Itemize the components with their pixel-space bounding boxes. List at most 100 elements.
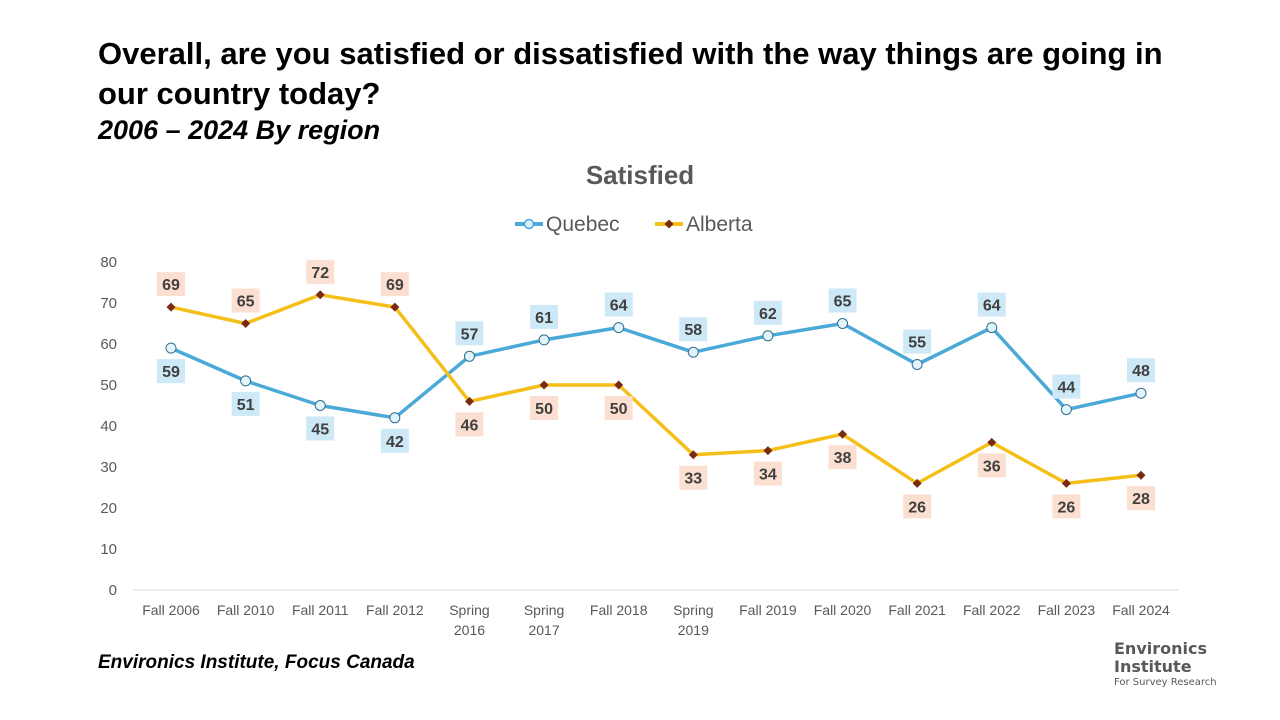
data-label-bg-quebec	[306, 416, 335, 441]
data-point-quebec	[986, 322, 998, 334]
data-label-bg-quebec	[455, 321, 484, 346]
data-point-alberta	[987, 437, 997, 447]
data-point-quebec	[837, 318, 849, 329]
data-label-quebec: 57	[461, 326, 479, 343]
data-point-quebec	[165, 342, 177, 354]
data-label-bg-alberta	[903, 494, 932, 519]
data-point-alberta	[688, 450, 698, 460]
data-point-quebec	[911, 359, 923, 370]
data-point-quebec	[687, 346, 699, 358]
y-tick-label: 60	[100, 336, 117, 353]
data-point-alberta	[763, 446, 773, 456]
x-tick-label: Fall 2012	[366, 602, 424, 618]
slide-subtitle: 2006 – 2024 By region	[98, 115, 381, 145]
data-point-alberta	[838, 429, 848, 439]
data-label-bg-quebec	[380, 428, 409, 453]
data-label-quebec: 65	[834, 294, 852, 311]
data-label-quebec: 58	[684, 322, 702, 339]
x-tick-label: 2016	[454, 622, 485, 638]
x-tick-label: 2019	[678, 622, 709, 638]
data-label-bg-quebec	[1127, 358, 1155, 383]
data-point-alberta	[1136, 470, 1146, 480]
data-point-alberta	[241, 319, 251, 328]
data-label-bg-alberta	[604, 396, 633, 420]
x-tick-label: Fall 2010	[217, 602, 275, 618]
data-label-bg-alberta	[828, 445, 857, 470]
data-label-bg-alberta	[977, 453, 1006, 478]
legend-marker-circle-icon	[523, 218, 535, 230]
data-point-quebec	[389, 412, 401, 424]
legend-marker-diamond-icon	[664, 219, 674, 229]
x-tick-label: 2017	[528, 622, 559, 638]
data-label-bg-alberta	[753, 461, 782, 486]
data-point-alberta	[315, 290, 325, 300]
y-tick-label: 40	[100, 418, 117, 435]
x-tick-label: Fall 2018	[590, 602, 648, 618]
y-tick-label: 80	[100, 254, 117, 271]
x-tick-label: Fall 2020	[814, 602, 872, 618]
chart-title: Satisfied	[586, 160, 694, 190]
data-label-alberta: 50	[610, 401, 628, 418]
x-tick-label: Spring	[449, 602, 489, 618]
data-label-quebec: 45	[311, 422, 329, 439]
data-label-alberta: 65	[237, 294, 255, 311]
data-label-alberta: 36	[983, 458, 1001, 475]
data-label-bg-quebec	[530, 304, 559, 329]
data-label-bg-alberta	[530, 396, 559, 420]
y-tick-label: 0	[109, 582, 117, 599]
data-label-alberta: 72	[311, 265, 329, 282]
data-point-quebec	[762, 330, 774, 342]
data-label-bg-alberta	[679, 465, 708, 490]
data-label-bg-quebec	[1052, 374, 1081, 399]
data-label-bg-quebec	[828, 288, 857, 313]
legend-label-quebec: Quebec	[546, 213, 620, 236]
data-point-alberta	[166, 302, 176, 312]
x-tick-label: Spring	[673, 602, 713, 618]
y-tick-label: 50	[100, 377, 117, 394]
data-label-bg-alberta	[157, 272, 185, 297]
data-label-quebec: 55	[908, 335, 926, 352]
data-label-alberta: 28	[1132, 491, 1150, 508]
x-tick-label: Fall 2023	[1038, 602, 1096, 618]
data-label-alberta: 69	[386, 277, 404, 294]
legend-label-alberta: Alberta	[686, 213, 753, 236]
data-label-quebec: 48	[1132, 363, 1150, 380]
data-point-alberta	[464, 396, 474, 406]
y-tick-label: 30	[100, 459, 117, 476]
data-label-quebec: 42	[386, 434, 404, 451]
x-tick-label: Fall 2019	[739, 602, 797, 618]
data-label-alberta: 38	[834, 450, 852, 467]
data-point-alberta	[912, 478, 922, 488]
data-label-alberta: 26	[1057, 499, 1075, 516]
data-point-quebec	[1060, 404, 1072, 416]
data-label-quebec: 61	[535, 310, 553, 327]
data-label-bg-quebec	[231, 391, 260, 416]
x-tick-label: Fall 2011	[292, 602, 349, 618]
data-label-alberta: 33	[684, 471, 702, 488]
data-point-quebec	[314, 400, 326, 411]
data-point-quebec	[613, 322, 625, 334]
x-tick-label: Fall 2024	[1112, 602, 1170, 618]
data-label-bg-alberta	[1127, 486, 1155, 511]
data-label-quebec: 59	[162, 364, 180, 381]
logo-line-3: For Survey Research	[1114, 677, 1217, 688]
slide-title: Overall, are you satisfied or dissatisfi…	[98, 36, 1163, 111]
data-point-quebec	[463, 350, 475, 362]
data-label-quebec: 64	[610, 298, 628, 315]
data-point-quebec	[240, 375, 252, 387]
data-label-bg-alberta	[380, 272, 409, 297]
data-label-bg-quebec	[157, 359, 185, 384]
source-note: Environics Institute, Focus Canada	[98, 652, 415, 673]
x-tick-label: Spring	[524, 602, 564, 618]
series-line-quebec	[170, 321, 1142, 420]
data-point-alberta	[390, 302, 400, 312]
logo-line-1: Environics	[1114, 639, 1207, 658]
data-point-quebec	[1135, 387, 1147, 399]
data-point-alberta	[539, 380, 549, 390]
data-point-quebec	[538, 334, 550, 346]
data-label-alberta: 50	[535, 401, 553, 418]
data-label-bg-quebec	[903, 329, 932, 354]
data-label-quebec: 64	[983, 298, 1001, 315]
